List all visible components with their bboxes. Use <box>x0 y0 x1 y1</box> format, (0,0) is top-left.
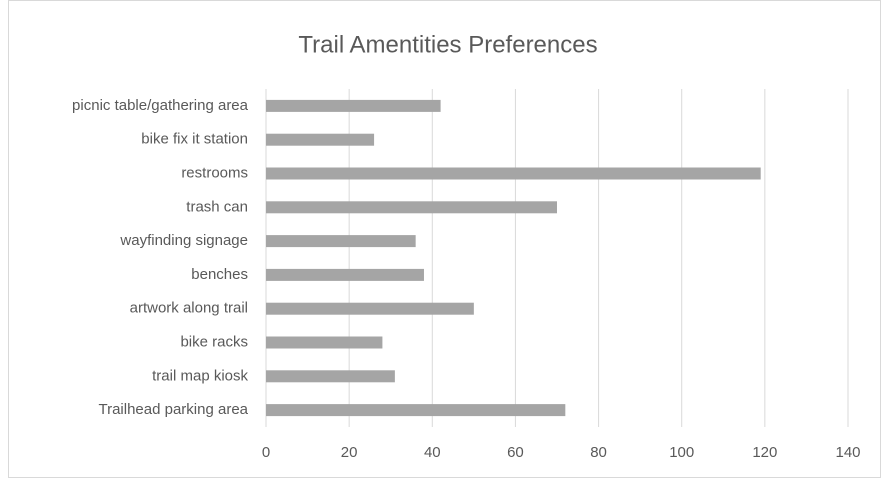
y-tick-label: benches <box>191 266 248 283</box>
y-tick-label: picnic table/gathering area <box>72 97 249 114</box>
x-tick-label: 100 <box>669 444 694 461</box>
bar <box>266 370 395 383</box>
bar <box>266 268 424 281</box>
y-tick-label: wayfinding signage <box>119 232 248 249</box>
chart-border <box>8 0 881 478</box>
bar <box>266 404 566 417</box>
y-tick-label: restrooms <box>181 164 248 181</box>
bar <box>266 167 761 180</box>
x-tick-label: 40 <box>424 444 441 461</box>
y-tick-label: Trailhead parking area <box>98 401 248 418</box>
bar <box>266 133 375 146</box>
x-tick-label: 80 <box>590 444 607 461</box>
bar <box>266 336 383 349</box>
x-tick-label: 20 <box>341 444 358 461</box>
y-tick-label: trail map kiosk <box>152 367 248 384</box>
y-tick-label: bike fix it station <box>141 131 248 148</box>
y-tick-label: bike racks <box>180 333 248 350</box>
x-tick-label: 140 <box>835 444 860 461</box>
bar <box>266 235 416 248</box>
y-tick-label: artwork along trail <box>130 300 248 317</box>
x-tick-label: 60 <box>507 444 524 461</box>
bar <box>266 302 474 315</box>
bar <box>266 201 557 214</box>
chart-title: Trail Amentities Preferences <box>298 31 597 58</box>
y-tick-label: trash can <box>186 198 248 215</box>
x-tick-label: 0 <box>262 444 270 461</box>
x-tick-label: 120 <box>752 444 777 461</box>
bar <box>266 99 441 112</box>
